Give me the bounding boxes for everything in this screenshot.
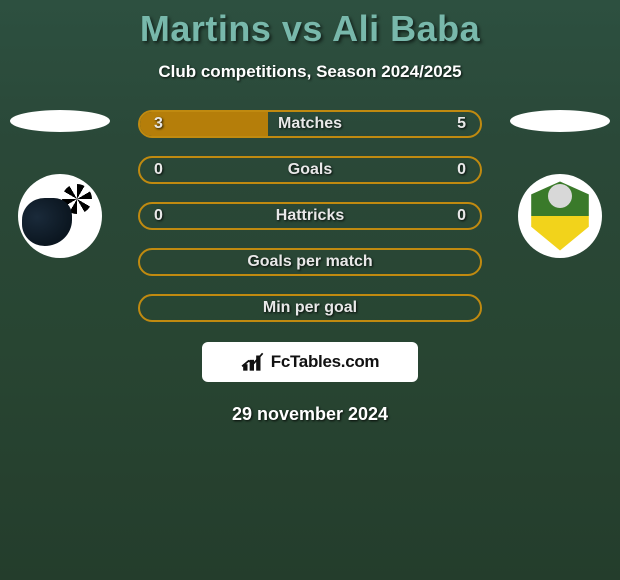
stat-left-value: 0 — [154, 161, 163, 179]
stat-row-hattricks: 0 Hattricks 0 — [138, 202, 482, 230]
stat-label: Matches — [278, 115, 342, 133]
stats-area: 3 Matches 5 0 Goals 0 0 Hattricks 0 Goal… — [0, 110, 620, 322]
stat-left-value: 0 — [154, 207, 163, 225]
date-text: 29 november 2024 — [0, 404, 620, 425]
bar-chart-icon — [241, 351, 267, 373]
stat-row-min-per-goal: Min per goal — [138, 294, 482, 322]
stats-center-col: 3 Matches 5 0 Goals 0 0 Hattricks 0 Goal… — [138, 110, 482, 322]
stat-left-value: 3 — [154, 115, 163, 133]
stat-label: Min per goal — [263, 299, 357, 317]
stat-right-value: 0 — [457, 161, 466, 179]
site-link[interactable]: FcTables.com — [202, 342, 418, 382]
stat-row-matches: 3 Matches 5 — [138, 110, 482, 138]
stat-label: Goals per match — [247, 253, 372, 271]
stat-right-value: 5 — [457, 115, 466, 133]
stat-row-goals-per-match: Goals per match — [138, 248, 482, 276]
page-subtitle: Club competitions, Season 2024/2025 — [0, 62, 620, 82]
site-label: FcTables.com — [271, 352, 380, 372]
right-club-badge — [518, 174, 602, 258]
page-title: Martins vs Ali Baba — [0, 0, 620, 50]
stat-right-value: 0 — [457, 207, 466, 225]
right-player-col — [510, 110, 610, 258]
stat-row-goals: 0 Goals 0 — [138, 156, 482, 184]
right-player-pill — [510, 110, 610, 132]
left-club-badge — [18, 174, 102, 258]
stat-label: Goals — [288, 161, 332, 179]
left-player-pill — [10, 110, 110, 132]
left-player-col — [10, 110, 110, 258]
stat-label: Hattricks — [276, 207, 344, 225]
